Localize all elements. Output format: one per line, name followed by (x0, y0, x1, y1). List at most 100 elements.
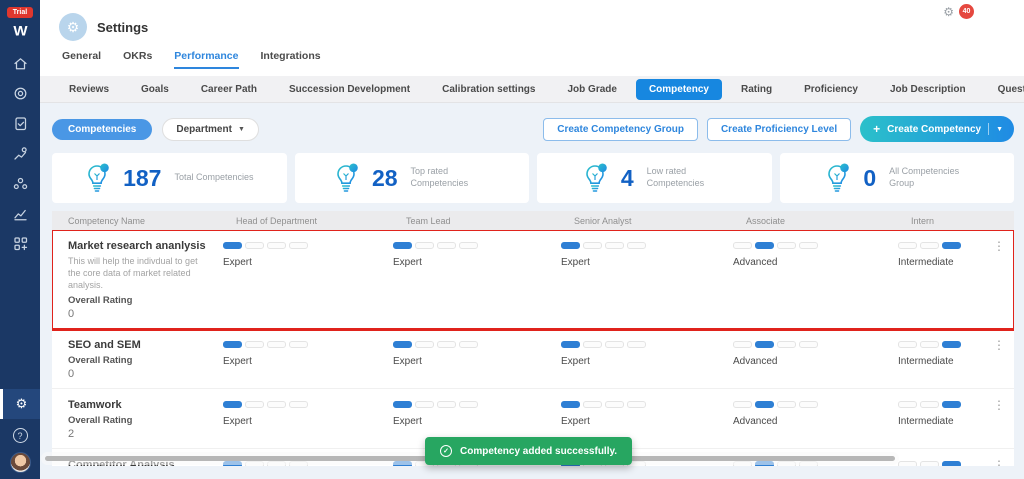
tab-integrations[interactable]: Integrations (260, 50, 321, 62)
rating-segment[interactable] (898, 461, 917, 466)
department-dropdown[interactable]: Department ▼ (162, 117, 259, 141)
rating-segment[interactable] (289, 461, 308, 466)
row-menu-icon[interactable]: ⋮ (993, 398, 1005, 413)
subtab-reviews[interactable]: Reviews (69, 83, 110, 95)
row-menu-icon[interactable]: ⋮ (993, 458, 1005, 466)
rating-segment[interactable] (267, 242, 286, 249)
rating-segment[interactable] (267, 401, 286, 409)
create-proficiency-level-button[interactable]: Create Proficiency Level (706, 117, 852, 141)
subtab-rating[interactable]: Rating (740, 83, 773, 95)
create-competency-button[interactable]: + Create Competency ▼ (860, 116, 1014, 142)
rating-bar[interactable] (223, 341, 393, 349)
rating-segment[interactable] (605, 401, 624, 409)
rating-segment[interactable] (437, 242, 456, 249)
rating-segment[interactable] (245, 401, 264, 409)
rating-segment[interactable] (437, 341, 456, 349)
rating-segment[interactable] (920, 341, 939, 349)
rating-bar[interactable] (393, 341, 561, 349)
sidebar-item-team[interactable] (12, 175, 29, 192)
rating-segment[interactable] (777, 242, 796, 249)
rating-bar[interactable] (223, 242, 393, 249)
subtab-succession-development[interactable]: Succession Development (288, 83, 411, 95)
subtab-competency[interactable]: Competency (635, 78, 722, 100)
sidebar-item-analytics[interactable] (12, 205, 29, 222)
rating-segment[interactable] (561, 242, 580, 249)
rating-segment[interactable] (267, 341, 286, 349)
rating-bar[interactable] (898, 242, 993, 249)
notification-badge[interactable]: 40 (959, 4, 974, 19)
rating-segment[interactable] (393, 401, 412, 409)
rating-segment[interactable] (415, 341, 434, 349)
rating-bar[interactable] (223, 461, 393, 466)
rating-segment[interactable] (561, 341, 580, 349)
rating-segment[interactable] (605, 341, 624, 349)
rating-segment[interactable] (755, 461, 774, 466)
rating-segment[interactable] (583, 341, 602, 349)
rating-segment[interactable] (920, 401, 939, 409)
rating-bar[interactable] (733, 242, 898, 249)
rating-bar[interactable] (898, 401, 993, 409)
rating-bar[interactable] (393, 242, 561, 249)
rating-segment[interactable] (733, 401, 752, 409)
rating-bar[interactable] (733, 401, 898, 409)
help-icon[interactable]: ? (12, 428, 28, 443)
rating-segment[interactable] (755, 401, 774, 409)
rating-segment[interactable] (583, 242, 602, 249)
rating-segment[interactable] (459, 242, 478, 249)
rating-segment[interactable] (415, 242, 434, 249)
rating-segment[interactable] (733, 341, 752, 349)
rating-segment[interactable] (223, 461, 242, 466)
rating-segment[interactable] (289, 341, 308, 349)
rating-segment[interactable] (393, 461, 412, 466)
rating-segment[interactable] (733, 242, 752, 249)
rating-bar[interactable] (898, 341, 993, 349)
rating-segment[interactable] (561, 401, 580, 409)
rating-segment[interactable] (267, 461, 286, 466)
rating-segment[interactable] (942, 341, 961, 349)
tab-performance[interactable]: Performance (174, 50, 239, 69)
rating-segment[interactable] (777, 401, 796, 409)
rating-segment[interactable] (459, 401, 478, 409)
rating-bar[interactable] (898, 461, 993, 466)
user-avatar[interactable] (9, 452, 31, 473)
subtab-job-description[interactable]: Job Description (890, 83, 966, 95)
rating-segment[interactable] (898, 341, 917, 349)
rating-segment[interactable] (942, 461, 961, 466)
rating-segment[interactable] (942, 401, 961, 409)
rating-segment[interactable] (627, 401, 646, 409)
sidebar-item-tasks[interactable] (12, 115, 29, 132)
rating-segment[interactable] (777, 341, 796, 349)
rating-segment[interactable] (393, 242, 412, 249)
rating-segment[interactable] (223, 401, 242, 409)
rating-segment[interactable] (245, 461, 264, 466)
subtab-proficiency[interactable]: Proficiency (804, 83, 858, 95)
rating-segment[interactable] (289, 401, 308, 409)
subtab-calibration-settings[interactable]: Calibration settings (442, 83, 536, 95)
rating-segment[interactable] (799, 461, 818, 466)
rating-segment[interactable] (898, 242, 917, 249)
rating-segment[interactable] (627, 341, 646, 349)
tab-general[interactable]: General (62, 50, 102, 62)
rating-segment[interactable] (245, 341, 264, 349)
rating-bar[interactable] (393, 401, 561, 409)
rating-segment[interactable] (223, 341, 242, 349)
rating-segment[interactable] (223, 242, 242, 249)
row-menu-icon[interactable]: ⋮ (993, 239, 1005, 253)
sidebar-item-home[interactable] (12, 55, 29, 72)
sidebar-item-goals[interactable] (12, 85, 29, 102)
rating-segment[interactable] (799, 401, 818, 409)
sidebar-item-settings[interactable]: ⚙ (0, 389, 40, 419)
rating-segment[interactable] (799, 242, 818, 249)
rating-segment[interactable] (920, 461, 939, 466)
rating-segment[interactable] (605, 242, 624, 249)
rating-segment[interactable] (799, 341, 818, 349)
rating-bar[interactable] (223, 401, 393, 409)
competencies-toggle-button[interactable]: Competencies (52, 118, 153, 140)
rating-segment[interactable] (393, 341, 412, 349)
subtab-job-grade[interactable]: Job Grade (567, 83, 617, 95)
rating-segment[interactable] (755, 242, 774, 249)
rating-segment[interactable] (777, 461, 796, 466)
rating-segment[interactable] (459, 341, 478, 349)
sidebar-item-growth[interactable] (12, 145, 29, 162)
rating-segment[interactable] (898, 401, 917, 409)
